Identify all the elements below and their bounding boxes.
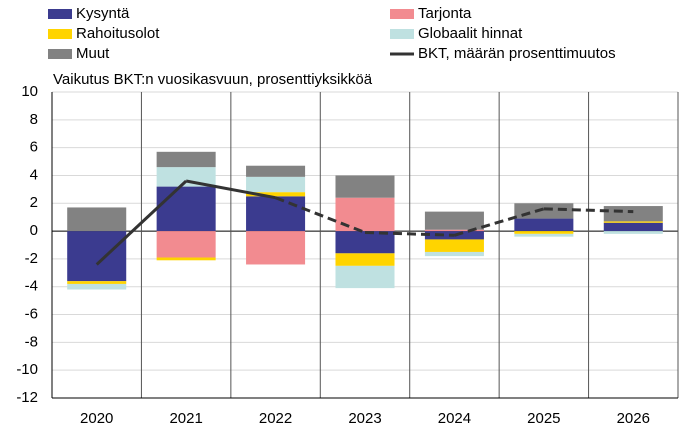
bar-segment — [335, 197, 395, 232]
legend-swatch — [390, 9, 414, 19]
legend-label: Kysyntä — [76, 5, 130, 22]
x-tick-label: 2022 — [259, 410, 292, 427]
bar-segment — [335, 231, 395, 254]
legend-swatch — [48, 49, 72, 59]
y-tick-label: 0 — [30, 222, 38, 239]
y-tick-label: -8 — [25, 333, 38, 350]
y-tick-label: -12 — [16, 389, 38, 406]
y-tick-label: -4 — [25, 278, 38, 295]
bar-segment — [67, 283, 127, 290]
x-tick-label: 2021 — [169, 410, 202, 427]
legend-swatch — [48, 29, 72, 39]
x-tick-label: 2020 — [80, 410, 113, 427]
bar-segment — [246, 196, 306, 232]
legend-label: Tarjonta — [418, 5, 472, 22]
bar-segment — [514, 218, 574, 232]
y-tick-label: -10 — [16, 361, 38, 378]
x-tick-label: 2023 — [348, 410, 381, 427]
line-segment — [95, 179, 188, 266]
bar-segment — [156, 167, 216, 187]
y-tick-label: 6 — [30, 139, 38, 156]
bar-segment — [603, 221, 663, 223]
legend-label: BKT, määrän prosenttimuutos — [418, 45, 616, 62]
subtitle: Vaikutus BKT:n vuosikasvuun, prosenttiyk… — [53, 71, 373, 88]
line-segment — [454, 207, 545, 237]
bar-segment — [424, 211, 484, 230]
x-tick-label: 2025 — [527, 410, 560, 427]
legend-label: Muut — [76, 45, 110, 62]
y-tick-label: 2 — [30, 194, 38, 211]
bar-segment — [246, 192, 306, 197]
legend-swatch — [390, 29, 414, 39]
y-tick-label: 10 — [21, 83, 38, 100]
bar-segment — [514, 231, 574, 234]
bar-segment — [335, 265, 395, 289]
y-tick-label: 4 — [30, 166, 38, 183]
bar-segment — [246, 165, 306, 177]
bar-segment — [603, 231, 663, 234]
bar-segment — [335, 175, 395, 198]
y-tick-label: -6 — [25, 306, 38, 323]
legend-label: Globaalit hinnat — [418, 25, 523, 42]
bar-segment — [246, 176, 306, 193]
bar-segment — [67, 231, 127, 282]
x-tick-label: 2026 — [617, 410, 650, 427]
line-segment — [185, 179, 276, 200]
y-tick-label: -2 — [25, 250, 38, 267]
bar-segment — [156, 151, 216, 168]
line-segment — [543, 207, 634, 214]
x-tick-label: 2024 — [438, 410, 471, 427]
bar-segment — [67, 207, 127, 232]
bar-segment — [424, 239, 484, 252]
bar-segment — [156, 186, 216, 232]
bar-segment — [156, 231, 216, 258]
legend-label: Rahoitusolot — [76, 25, 160, 42]
bar-segment — [514, 233, 574, 237]
line-segment — [275, 196, 366, 234]
bar-segment — [156, 257, 216, 261]
bar-segment — [67, 281, 127, 284]
bar-segment — [335, 253, 395, 266]
bar-segment — [603, 206, 663, 222]
line-segment — [364, 230, 455, 237]
y-tick-label: 8 — [30, 111, 38, 128]
bar-segment — [424, 229, 484, 232]
bar-segment — [246, 231, 306, 265]
bar-segment — [603, 222, 663, 232]
legend-swatch — [48, 9, 72, 19]
bar-segment — [424, 251, 484, 257]
